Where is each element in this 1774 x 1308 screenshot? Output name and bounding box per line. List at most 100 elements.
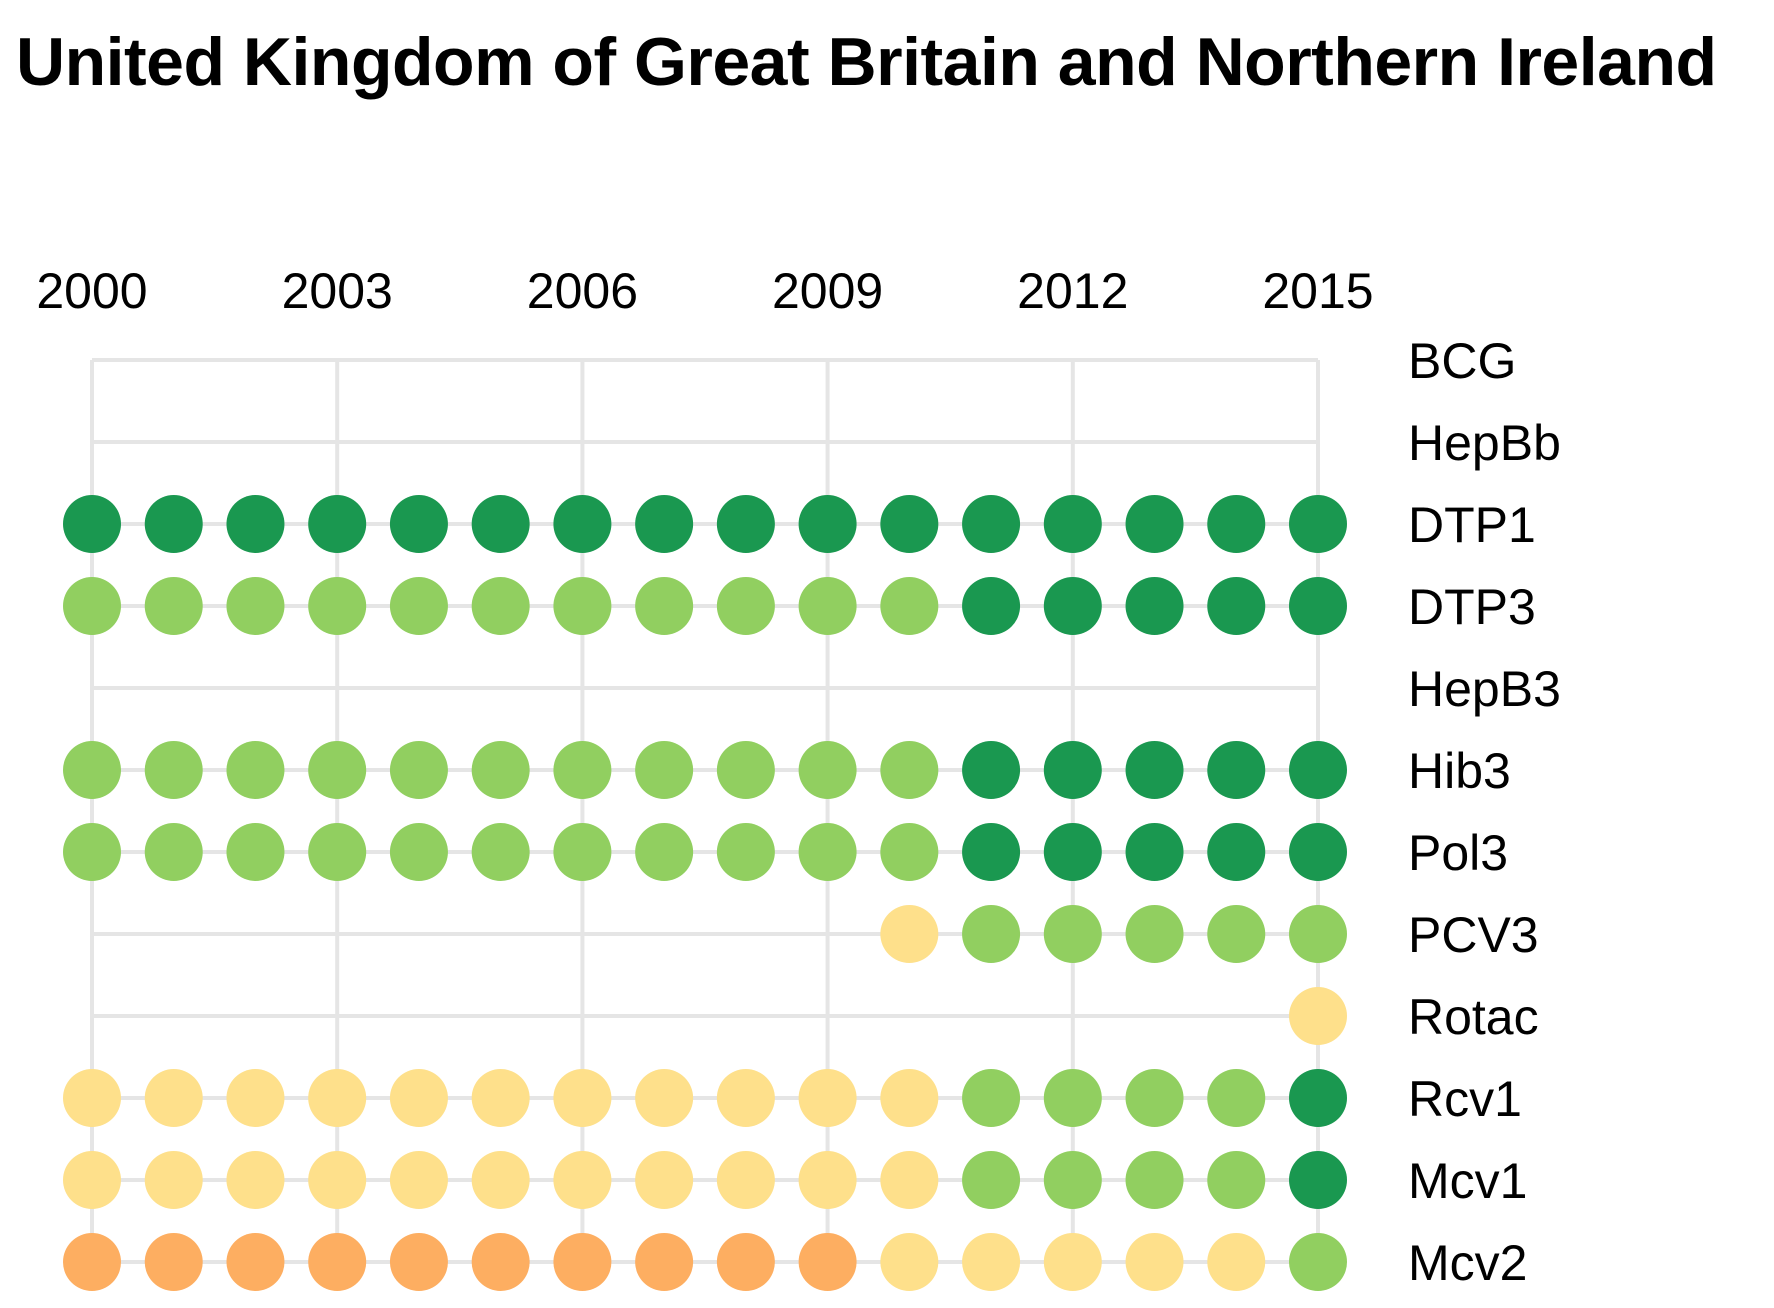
data-dot	[798, 1069, 857, 1127]
data-dot	[716, 1151, 775, 1209]
data-dot	[389, 495, 448, 553]
data-dot	[962, 495, 1021, 553]
data-dot	[635, 495, 694, 553]
data-dot	[471, 823, 530, 881]
data-dot	[553, 823, 612, 881]
data-dot	[1289, 987, 1347, 1045]
row-label: Rotac	[1408, 989, 1539, 1045]
data-dot	[1125, 905, 1184, 963]
data-dot	[798, 1151, 857, 1209]
data-dot	[1043, 1233, 1102, 1291]
data-dot	[798, 577, 857, 635]
data-dot	[1043, 741, 1102, 799]
data-dot	[1207, 1069, 1266, 1127]
row-label: Pol3	[1408, 825, 1508, 881]
data-dot	[389, 1151, 448, 1209]
row-label: DTP1	[1408, 497, 1536, 553]
data-dot	[308, 1151, 367, 1209]
data-dot	[1207, 495, 1266, 553]
data-dot	[880, 1069, 939, 1127]
x-tick-label: 2000	[36, 263, 147, 319]
x-axis-tick-labels: 2000 2003 2006 2009 2012 2015	[36, 263, 1373, 319]
data-dot	[716, 1233, 775, 1291]
x-tick-label: 2009	[772, 263, 883, 319]
data-dot	[226, 741, 285, 799]
data-dot	[1125, 741, 1184, 799]
data-dot	[635, 577, 694, 635]
row-label: HepB3	[1408, 661, 1561, 717]
data-dot	[962, 1151, 1021, 1209]
data-dot	[553, 1233, 612, 1291]
data-dot	[226, 495, 285, 553]
data-dot	[635, 1233, 694, 1291]
data-dot	[226, 1069, 285, 1127]
row-label: Rcv1	[1408, 1071, 1522, 1127]
data-dot	[635, 823, 694, 881]
x-tick-label: 2012	[1017, 263, 1128, 319]
data-dot	[1043, 577, 1102, 635]
data-dot	[1207, 741, 1266, 799]
data-dot	[962, 905, 1021, 963]
data-dot	[144, 577, 203, 635]
row-label: Mcv2	[1408, 1235, 1527, 1291]
grid-lines	[90, 358, 1320, 1264]
data-dot	[1207, 823, 1266, 881]
data-dot	[389, 741, 448, 799]
data-dot	[1043, 905, 1102, 963]
data-dot	[471, 577, 530, 635]
data-dot	[389, 1069, 448, 1127]
data-dot	[63, 823, 121, 881]
row-label: DTP3	[1408, 579, 1536, 635]
data-dot	[144, 495, 203, 553]
data-dot	[63, 1069, 121, 1127]
data-dot	[471, 495, 530, 553]
data-dot	[226, 1151, 285, 1209]
data-dot	[1207, 577, 1266, 635]
data-dot	[1125, 1151, 1184, 1209]
data-dot	[880, 495, 939, 553]
row-label: HepBb	[1408, 415, 1561, 471]
data-dot	[1125, 1233, 1184, 1291]
data-dot	[226, 577, 285, 635]
data-dot	[962, 823, 1021, 881]
data-dot	[716, 577, 775, 635]
data-dot	[63, 1233, 121, 1291]
data-dot	[1289, 1151, 1347, 1209]
data-dot	[798, 1233, 857, 1291]
data-dot	[635, 1151, 694, 1209]
data-dot	[635, 741, 694, 799]
data-dot	[1043, 495, 1102, 553]
data-dot	[880, 1151, 939, 1209]
data-dot	[716, 741, 775, 799]
data-dot	[635, 1069, 694, 1127]
data-dot	[880, 577, 939, 635]
data-dots	[63, 495, 1347, 1291]
data-dot	[308, 1069, 367, 1127]
data-dot	[1125, 823, 1184, 881]
data-dot	[471, 1069, 530, 1127]
data-dot	[144, 823, 203, 881]
x-tick-label: 2003	[282, 263, 393, 319]
data-dot	[1043, 1151, 1102, 1209]
data-dot	[1289, 1233, 1347, 1291]
data-dot	[880, 741, 939, 799]
data-dot	[1125, 495, 1184, 553]
data-dot	[389, 823, 448, 881]
data-dot	[144, 741, 203, 799]
data-dot	[63, 495, 121, 553]
data-dot	[1043, 1069, 1102, 1127]
row-label: BCG	[1408, 333, 1516, 389]
data-dot	[63, 577, 121, 635]
data-dot	[880, 823, 939, 881]
data-dot	[1289, 1069, 1347, 1127]
data-dot	[471, 1151, 530, 1209]
data-dot	[63, 741, 121, 799]
row-label: PCV3	[1408, 907, 1539, 963]
data-dot	[63, 1151, 121, 1209]
data-dot	[962, 1069, 1021, 1127]
data-dot	[880, 1233, 939, 1291]
data-dot	[1289, 495, 1347, 553]
data-dot	[553, 495, 612, 553]
row-labels: BCG HepBb DTP1 DTP3 HepB3 Hib3 Pol3 PCV3 Rotac Rc…	[1408, 333, 1561, 1291]
